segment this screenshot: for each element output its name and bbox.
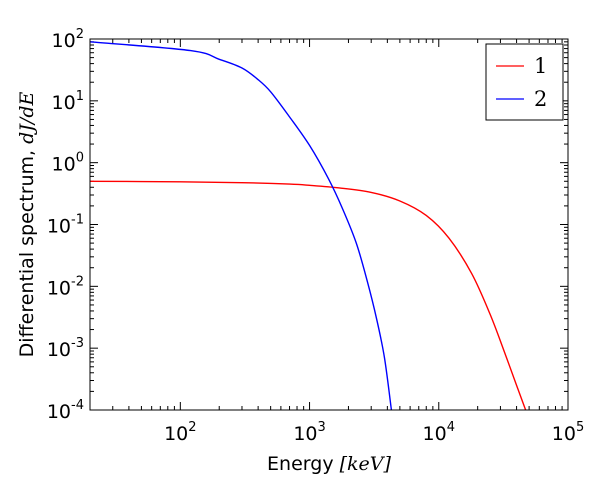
y-tick-base: 10: [47, 216, 71, 238]
y-tick-base: 10: [52, 92, 76, 114]
y-tick-label: 100: [52, 151, 84, 176]
y-tick-label: 10-2: [47, 274, 84, 299]
y-tick-label: 10-1: [47, 213, 84, 238]
x-tick-label: 104: [423, 420, 455, 445]
y-tick-label: 10-4: [47, 398, 84, 423]
x-tick-base: 10: [552, 423, 576, 445]
legend-box: [485, 43, 564, 121]
legend: 1 2: [485, 43, 564, 121]
series-line-1: [89, 180, 527, 411]
legend-label-series-2: 2: [534, 87, 547, 111]
plot-frame: [89, 38, 569, 411]
y-tick-exponent: -3: [71, 336, 84, 351]
y-tick-exponent: 0: [76, 151, 84, 166]
y-tick-exponent: 1: [76, 89, 84, 104]
x-tick-exponent: 5: [576, 420, 584, 435]
x-axis-label: Energy [keV]: [267, 453, 391, 475]
series-line-2: [89, 41, 393, 411]
y-tick-exponent: 2: [76, 27, 84, 42]
y-tick-base: 10: [52, 30, 76, 52]
x-tick-exponent: 4: [447, 420, 455, 435]
x-tick-exponent: 2: [188, 420, 196, 435]
series-layer: [89, 41, 527, 411]
ticks-layer: [90, 38, 569, 411]
legend-label-series-1: 1: [534, 54, 547, 78]
y-tick-exponent: -4: [71, 398, 84, 413]
y-axis-label-text: Differential spectrum,: [16, 150, 38, 357]
y-tick-base: 10: [52, 154, 76, 176]
x-tick-label: 103: [293, 420, 325, 445]
y-tick-exponent: -2: [71, 274, 84, 289]
y-tick-base: 10: [47, 277, 71, 299]
x-tick-base: 10: [293, 423, 317, 445]
x-tick-base: 10: [423, 423, 447, 445]
y-axis-label-math: dJ/dE: [16, 92, 38, 144]
x-axis-label-math: [keV]: [340, 453, 392, 475]
y-tick-exponent: -1: [71, 213, 84, 228]
y-tick-base: 10: [47, 339, 71, 361]
y-axis-label: Differential spectrum, dJ/dE: [16, 92, 38, 358]
x-axis-label-text: Energy: [267, 453, 334, 475]
x-tick-exponent: 3: [318, 420, 326, 435]
y-tick-label: 101: [52, 89, 84, 114]
y-tick-label: 10-3: [47, 336, 84, 361]
y-tick-base: 10: [47, 401, 71, 423]
x-tick-label: 102: [164, 420, 196, 445]
x-tick-base: 10: [164, 423, 188, 445]
y-tick-label: 102: [52, 27, 84, 52]
x-tick-label: 105: [552, 420, 584, 445]
